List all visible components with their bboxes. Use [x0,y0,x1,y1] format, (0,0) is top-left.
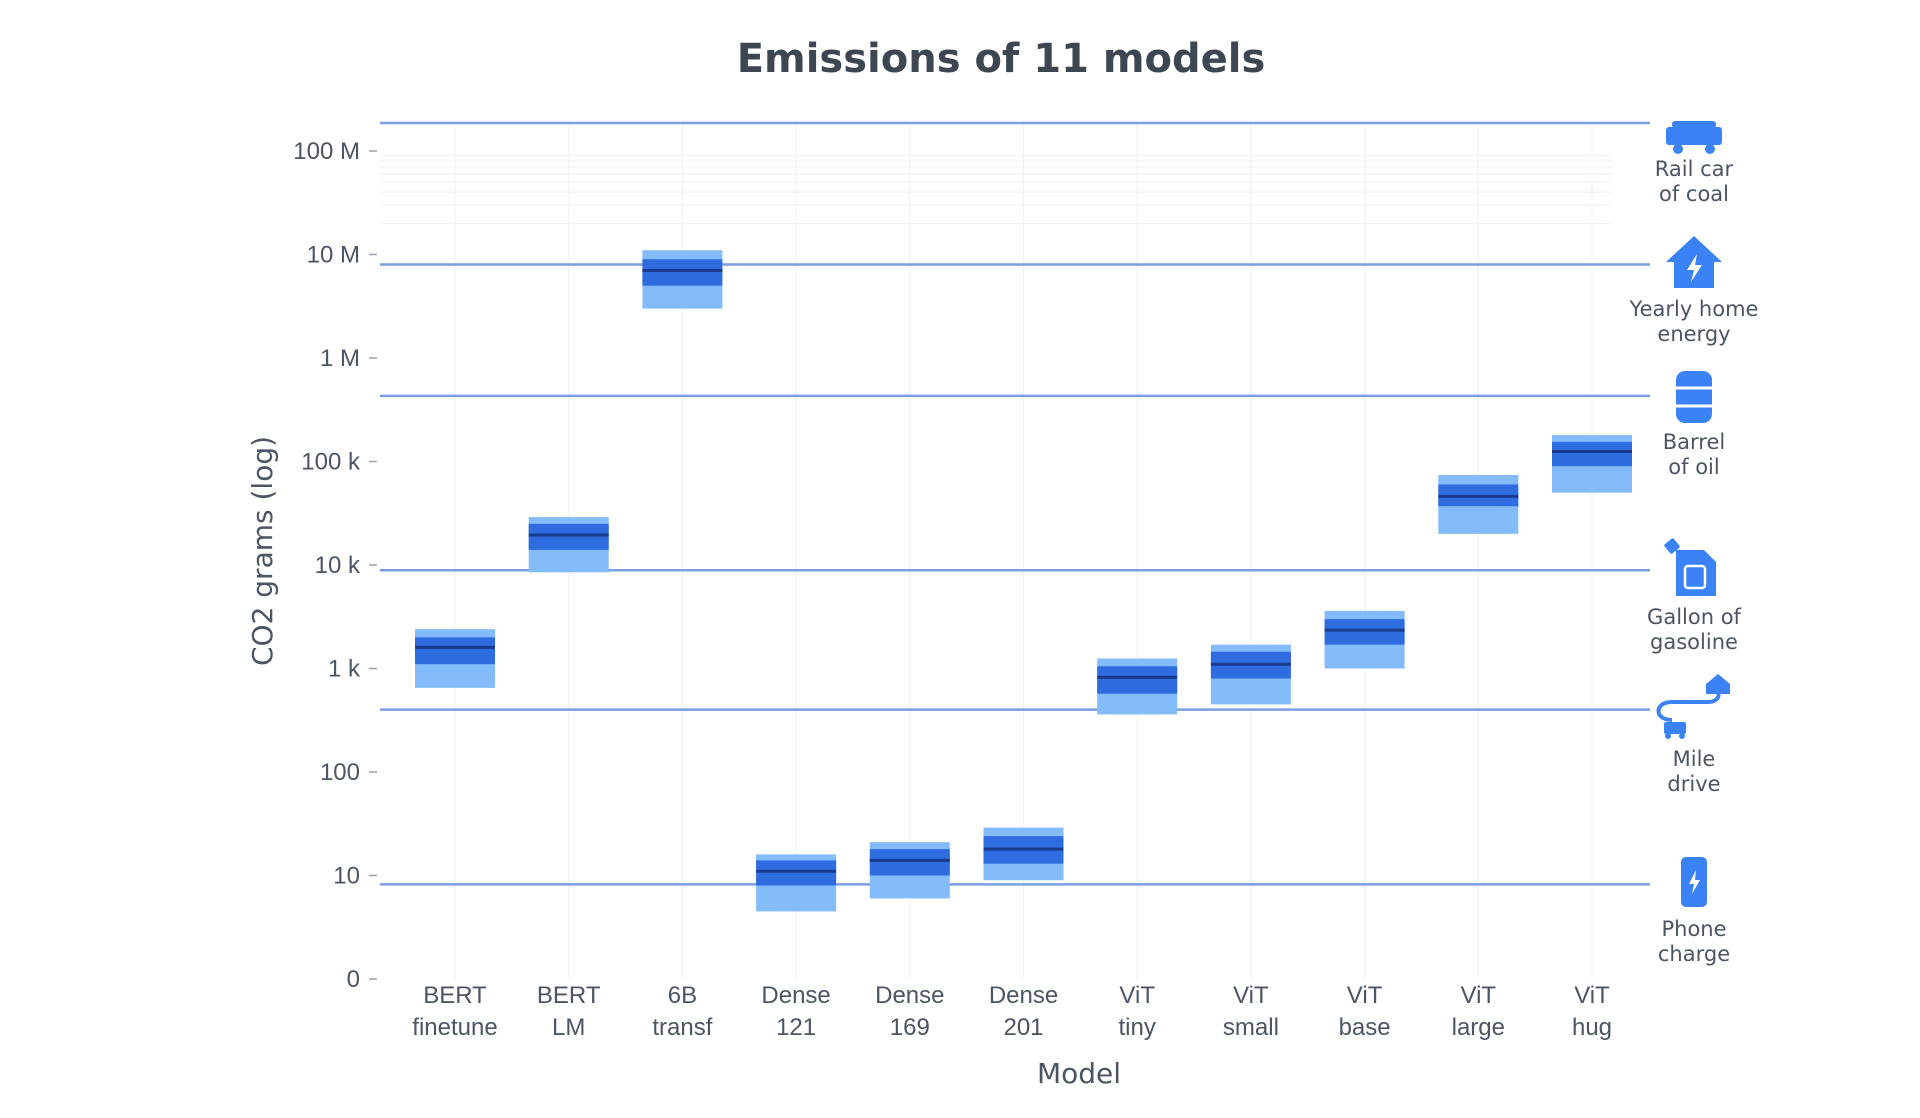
x-tick-label: ViT small [1223,982,1279,1041]
home-energy-icon [1666,236,1722,288]
range-bars [415,250,1632,912]
reference-label: Phone charge [1658,917,1730,966]
reference-label: Rail car of coal [1655,157,1734,206]
rail-car-icon [1666,121,1722,154]
gasoline-can-icon [1664,538,1716,596]
bar-inner-range [1324,619,1405,645]
range-bar [1438,475,1519,534]
bar-inner-range [756,860,837,886]
bar-inner-range [1097,666,1178,694]
y-tick-label: 10 k [315,552,361,579]
y-tick-label: 1 k [328,656,361,683]
x-tick-label: ViT hug [1572,982,1612,1041]
x-tick-label: Dense 201 [989,982,1058,1041]
x-axis-ticks: BERT finetune BERT LM 6B transf Dense 121 Dense 1… [412,982,1612,1041]
chart-title: Emissions of 11 models [737,36,1266,82]
reference-label: Gallon of gasoline [1647,605,1741,654]
reference-label: Barrel of oil [1663,430,1725,479]
range-bar [415,629,495,688]
y-axis-ticks: 0 10 100 1 k 10 k 100 k 1 M 10 M 100 M [293,138,377,993]
y-tick-label: 10 [333,863,360,890]
x-tick-label: BERT finetune [412,982,497,1041]
reference-label: Yearly home energy [1629,297,1759,346]
bar-inner-range [528,523,609,550]
y-axis-title: CO2 grams (log) [246,436,279,666]
range-bar [642,250,723,309]
range-bar [756,854,837,912]
range-bar [528,517,609,573]
y-tick-label: 100 [320,759,360,786]
range-bar [1097,658,1178,715]
bar-inner-range [642,259,723,286]
oil-barrel-icon [1676,371,1712,423]
bar-inner-range [415,637,495,665]
x-tick-label: 6B transf [652,982,712,1041]
reference-labels: Rail car of coal Yearly home energy Barrel of… [1629,121,1759,966]
range-bar [1210,644,1291,705]
range-bar [983,827,1064,881]
bar-inner-range [869,849,950,876]
range-bar [869,842,950,899]
y-tick-label: 100 k [301,449,361,476]
bar-inner-range [1552,441,1632,467]
x-tick-label: ViT large [1452,982,1505,1041]
x-tick-label: ViT base [1339,982,1391,1041]
x-tick-label: ViT tiny [1119,982,1156,1041]
x-tick-label: BERT LM [537,982,601,1041]
y-tick-label: 100 M [293,138,360,165]
reference-label: Mile drive [1667,747,1720,796]
y-tick-label: 0 [347,966,360,993]
phone-charge-icon [1681,857,1707,907]
car-drive-icon [1656,674,1730,739]
range-bar [1324,610,1405,669]
x-axis-title: Model [1037,1057,1121,1090]
y-tick-label: 1 M [320,345,360,372]
range-bar [1552,435,1632,493]
reference-lines [380,121,1650,886]
y-tick-label: 10 M [307,242,360,269]
x-tick-label: Dense 169 [875,982,944,1041]
x-tick-label: Dense 121 [761,982,830,1041]
